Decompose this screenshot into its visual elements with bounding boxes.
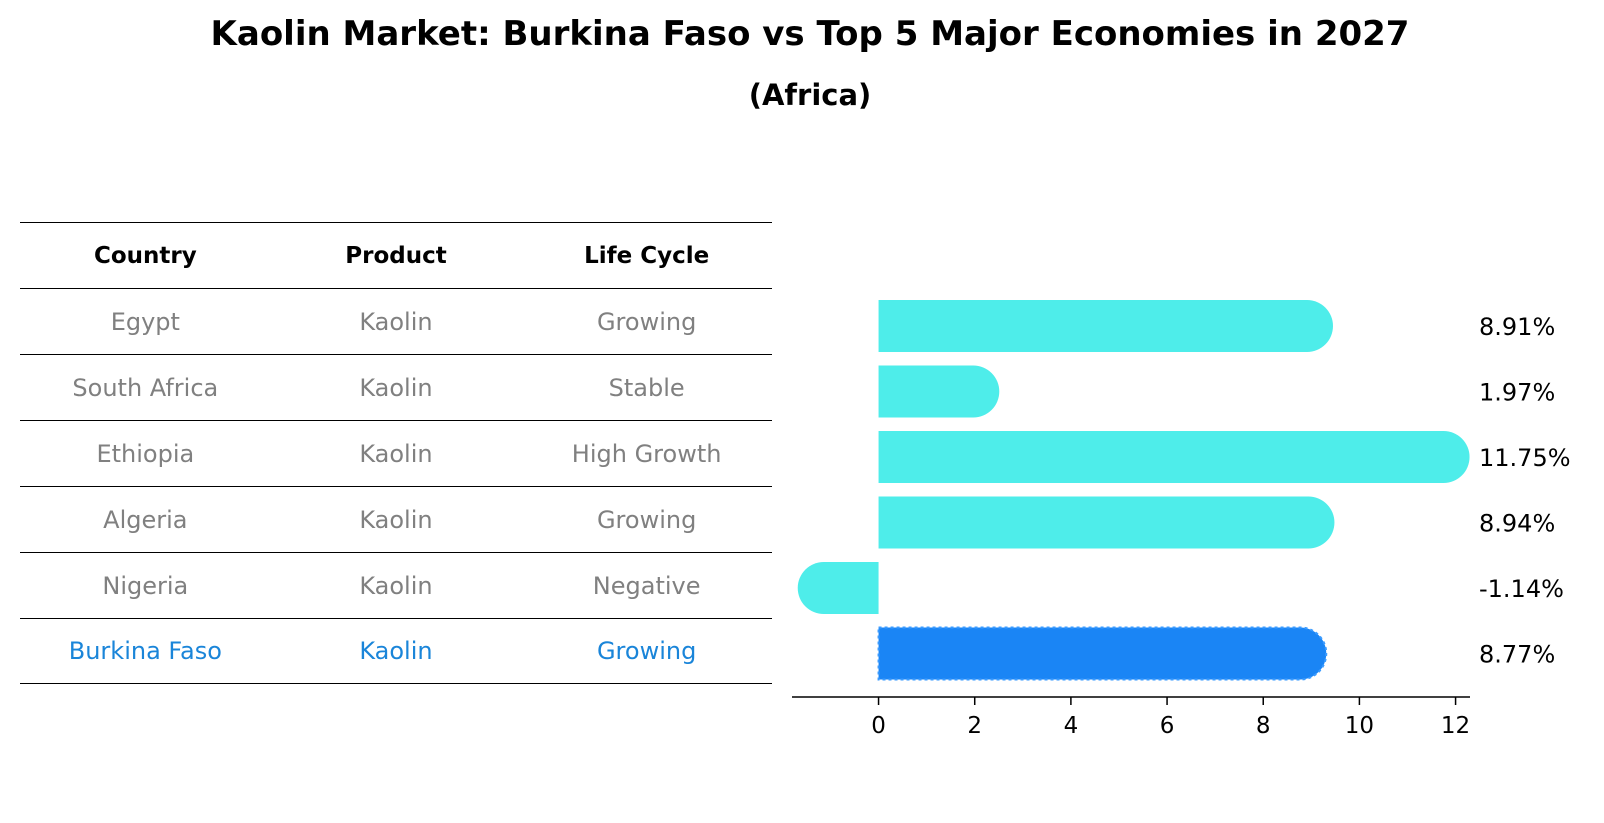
cell-country: Ethiopia bbox=[96, 439, 195, 468]
bar bbox=[878, 431, 1470, 483]
x-tick-label: 10 bbox=[1345, 713, 1374, 739]
chart-title: Kaolin Market: Burkina Faso vs Top 5 Maj… bbox=[210, 14, 1410, 54]
table-row: Algeria Kaolin Growing bbox=[20, 486, 772, 552]
bar bbox=[878, 300, 1333, 352]
data-label: 8.77% bbox=[1479, 641, 1555, 669]
data-label: 1.97% bbox=[1479, 379, 1555, 407]
table-row-highlighted: Burkina Faso Kaolin Growing bbox=[20, 618, 772, 684]
cell-life-cycle: Growing bbox=[596, 307, 697, 336]
chart-subtitle: (Africa) bbox=[748, 78, 872, 112]
cell-product: Kaolin bbox=[359, 505, 433, 534]
cell-life-cycle: High Growth bbox=[571, 439, 722, 468]
data-label: -1.14% bbox=[1479, 575, 1564, 603]
data-table: Country Product Life Cycle Egypt Kaolin … bbox=[20, 222, 772, 684]
cell-country: Nigeria bbox=[102, 571, 189, 600]
cell-product: Kaolin bbox=[359, 439, 433, 468]
x-tick-label: 6 bbox=[1160, 713, 1175, 739]
bar bbox=[797, 562, 879, 614]
cell-country: South Africa bbox=[72, 373, 219, 402]
cell-product: Kaolin bbox=[359, 637, 433, 665]
cell-life-cycle: Growing bbox=[596, 505, 697, 534]
x-tick-label: 8 bbox=[1256, 713, 1271, 739]
cell-product: Kaolin bbox=[359, 307, 433, 336]
x-tick-label: 4 bbox=[1064, 713, 1079, 739]
data-label: 11.75% bbox=[1479, 444, 1571, 472]
cell-life-cycle: Negative bbox=[592, 571, 701, 600]
bar bbox=[878, 496, 1335, 549]
cell-country: Egypt bbox=[110, 307, 180, 336]
table-row: Ethiopia Kaolin High Growth bbox=[20, 420, 772, 486]
header-country: Country bbox=[93, 242, 197, 269]
x-tick-label: 0 bbox=[871, 713, 886, 739]
data-label: 8.91% bbox=[1479, 313, 1555, 341]
x-tick-label: 12 bbox=[1441, 713, 1470, 739]
table-row: Egypt Kaolin Growing bbox=[20, 288, 772, 354]
data-label: 8.94% bbox=[1479, 510, 1555, 538]
cell-life-cycle: Stable bbox=[608, 373, 685, 402]
table-row: Nigeria Kaolin Negative bbox=[20, 552, 772, 618]
cell-product: Kaolin bbox=[359, 571, 433, 600]
cell-product: Kaolin bbox=[359, 373, 433, 402]
table-row: South Africa Kaolin Stable bbox=[20, 354, 772, 420]
x-tick-label: 2 bbox=[967, 713, 982, 739]
header-life-cycle: Life Cycle bbox=[584, 242, 710, 269]
cell-country: Burkina Faso bbox=[68, 637, 222, 665]
header-product: Product bbox=[345, 242, 447, 269]
cell-country: Algeria bbox=[103, 505, 188, 534]
bar-highlighted bbox=[877, 626, 1328, 681]
bar bbox=[878, 365, 1000, 418]
table-header-row: Country Product Life Cycle bbox=[20, 222, 772, 288]
cell-life-cycle: Growing bbox=[596, 637, 697, 665]
